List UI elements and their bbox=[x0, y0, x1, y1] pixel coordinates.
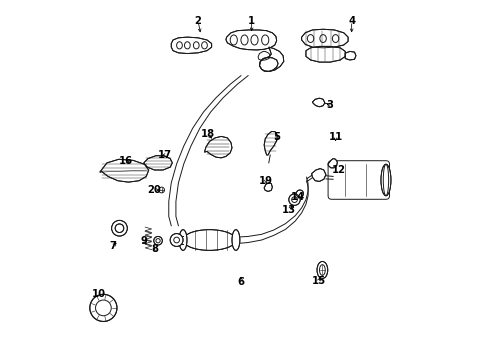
Text: 20: 20 bbox=[147, 185, 161, 195]
Circle shape bbox=[170, 234, 183, 247]
Text: 17: 17 bbox=[158, 150, 172, 160]
Text: 4: 4 bbox=[347, 16, 354, 26]
Text: 11: 11 bbox=[328, 132, 342, 142]
Polygon shape bbox=[312, 98, 324, 107]
Polygon shape bbox=[264, 131, 277, 155]
Circle shape bbox=[111, 220, 127, 236]
Polygon shape bbox=[143, 156, 172, 170]
Polygon shape bbox=[171, 37, 211, 54]
Polygon shape bbox=[327, 158, 337, 168]
Text: 10: 10 bbox=[92, 289, 105, 299]
Polygon shape bbox=[259, 58, 278, 71]
Text: 12: 12 bbox=[331, 165, 346, 175]
Text: 15: 15 bbox=[311, 276, 325, 286]
Text: 16: 16 bbox=[119, 157, 133, 166]
Ellipse shape bbox=[380, 164, 390, 196]
Text: 2: 2 bbox=[194, 16, 201, 26]
Text: 13: 13 bbox=[282, 205, 296, 215]
Text: 3: 3 bbox=[326, 100, 333, 110]
Text: 5: 5 bbox=[273, 132, 280, 142]
Polygon shape bbox=[259, 47, 283, 71]
Ellipse shape bbox=[231, 230, 240, 250]
Text: 14: 14 bbox=[290, 192, 305, 202]
Polygon shape bbox=[204, 136, 231, 158]
Text: 9: 9 bbox=[140, 237, 147, 247]
Circle shape bbox=[296, 190, 303, 197]
Text: 18: 18 bbox=[201, 129, 215, 139]
FancyBboxPatch shape bbox=[327, 161, 389, 199]
Polygon shape bbox=[311, 168, 325, 181]
Circle shape bbox=[90, 294, 117, 321]
Circle shape bbox=[115, 224, 123, 233]
Text: 1: 1 bbox=[247, 16, 255, 26]
Polygon shape bbox=[100, 159, 148, 182]
Polygon shape bbox=[301, 29, 347, 48]
Text: 6: 6 bbox=[237, 277, 244, 287]
Polygon shape bbox=[305, 46, 345, 62]
Text: 19: 19 bbox=[259, 176, 272, 186]
Ellipse shape bbox=[183, 230, 235, 250]
Text: 8: 8 bbox=[151, 244, 158, 253]
Polygon shape bbox=[225, 30, 276, 50]
Circle shape bbox=[153, 237, 162, 245]
Ellipse shape bbox=[179, 230, 186, 250]
Circle shape bbox=[288, 194, 300, 205]
Polygon shape bbox=[264, 183, 272, 192]
Text: 7: 7 bbox=[109, 241, 116, 251]
Polygon shape bbox=[345, 51, 355, 60]
Circle shape bbox=[159, 187, 164, 193]
Ellipse shape bbox=[316, 261, 327, 279]
